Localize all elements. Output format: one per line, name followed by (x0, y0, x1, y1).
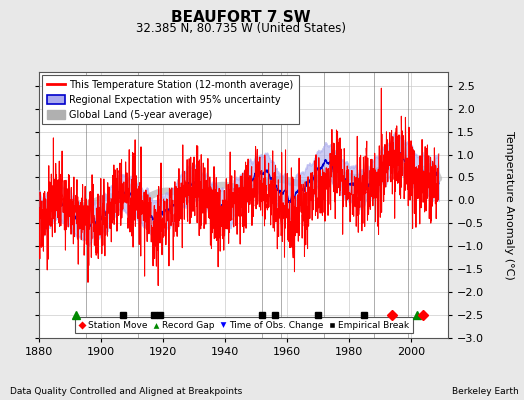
Y-axis label: Temperature Anomaly (°C): Temperature Anomaly (°C) (504, 131, 514, 279)
Text: BEAUFORT 7 SW: BEAUFORT 7 SW (171, 10, 311, 25)
Legend: Station Move, Record Gap, Time of Obs. Change, Empirical Break: Station Move, Record Gap, Time of Obs. C… (74, 317, 413, 334)
Text: Data Quality Controlled and Aligned at Breakpoints: Data Quality Controlled and Aligned at B… (10, 387, 243, 396)
Text: Berkeley Earth: Berkeley Earth (452, 387, 519, 396)
Text: 32.385 N, 80.735 W (United States): 32.385 N, 80.735 W (United States) (136, 22, 346, 35)
